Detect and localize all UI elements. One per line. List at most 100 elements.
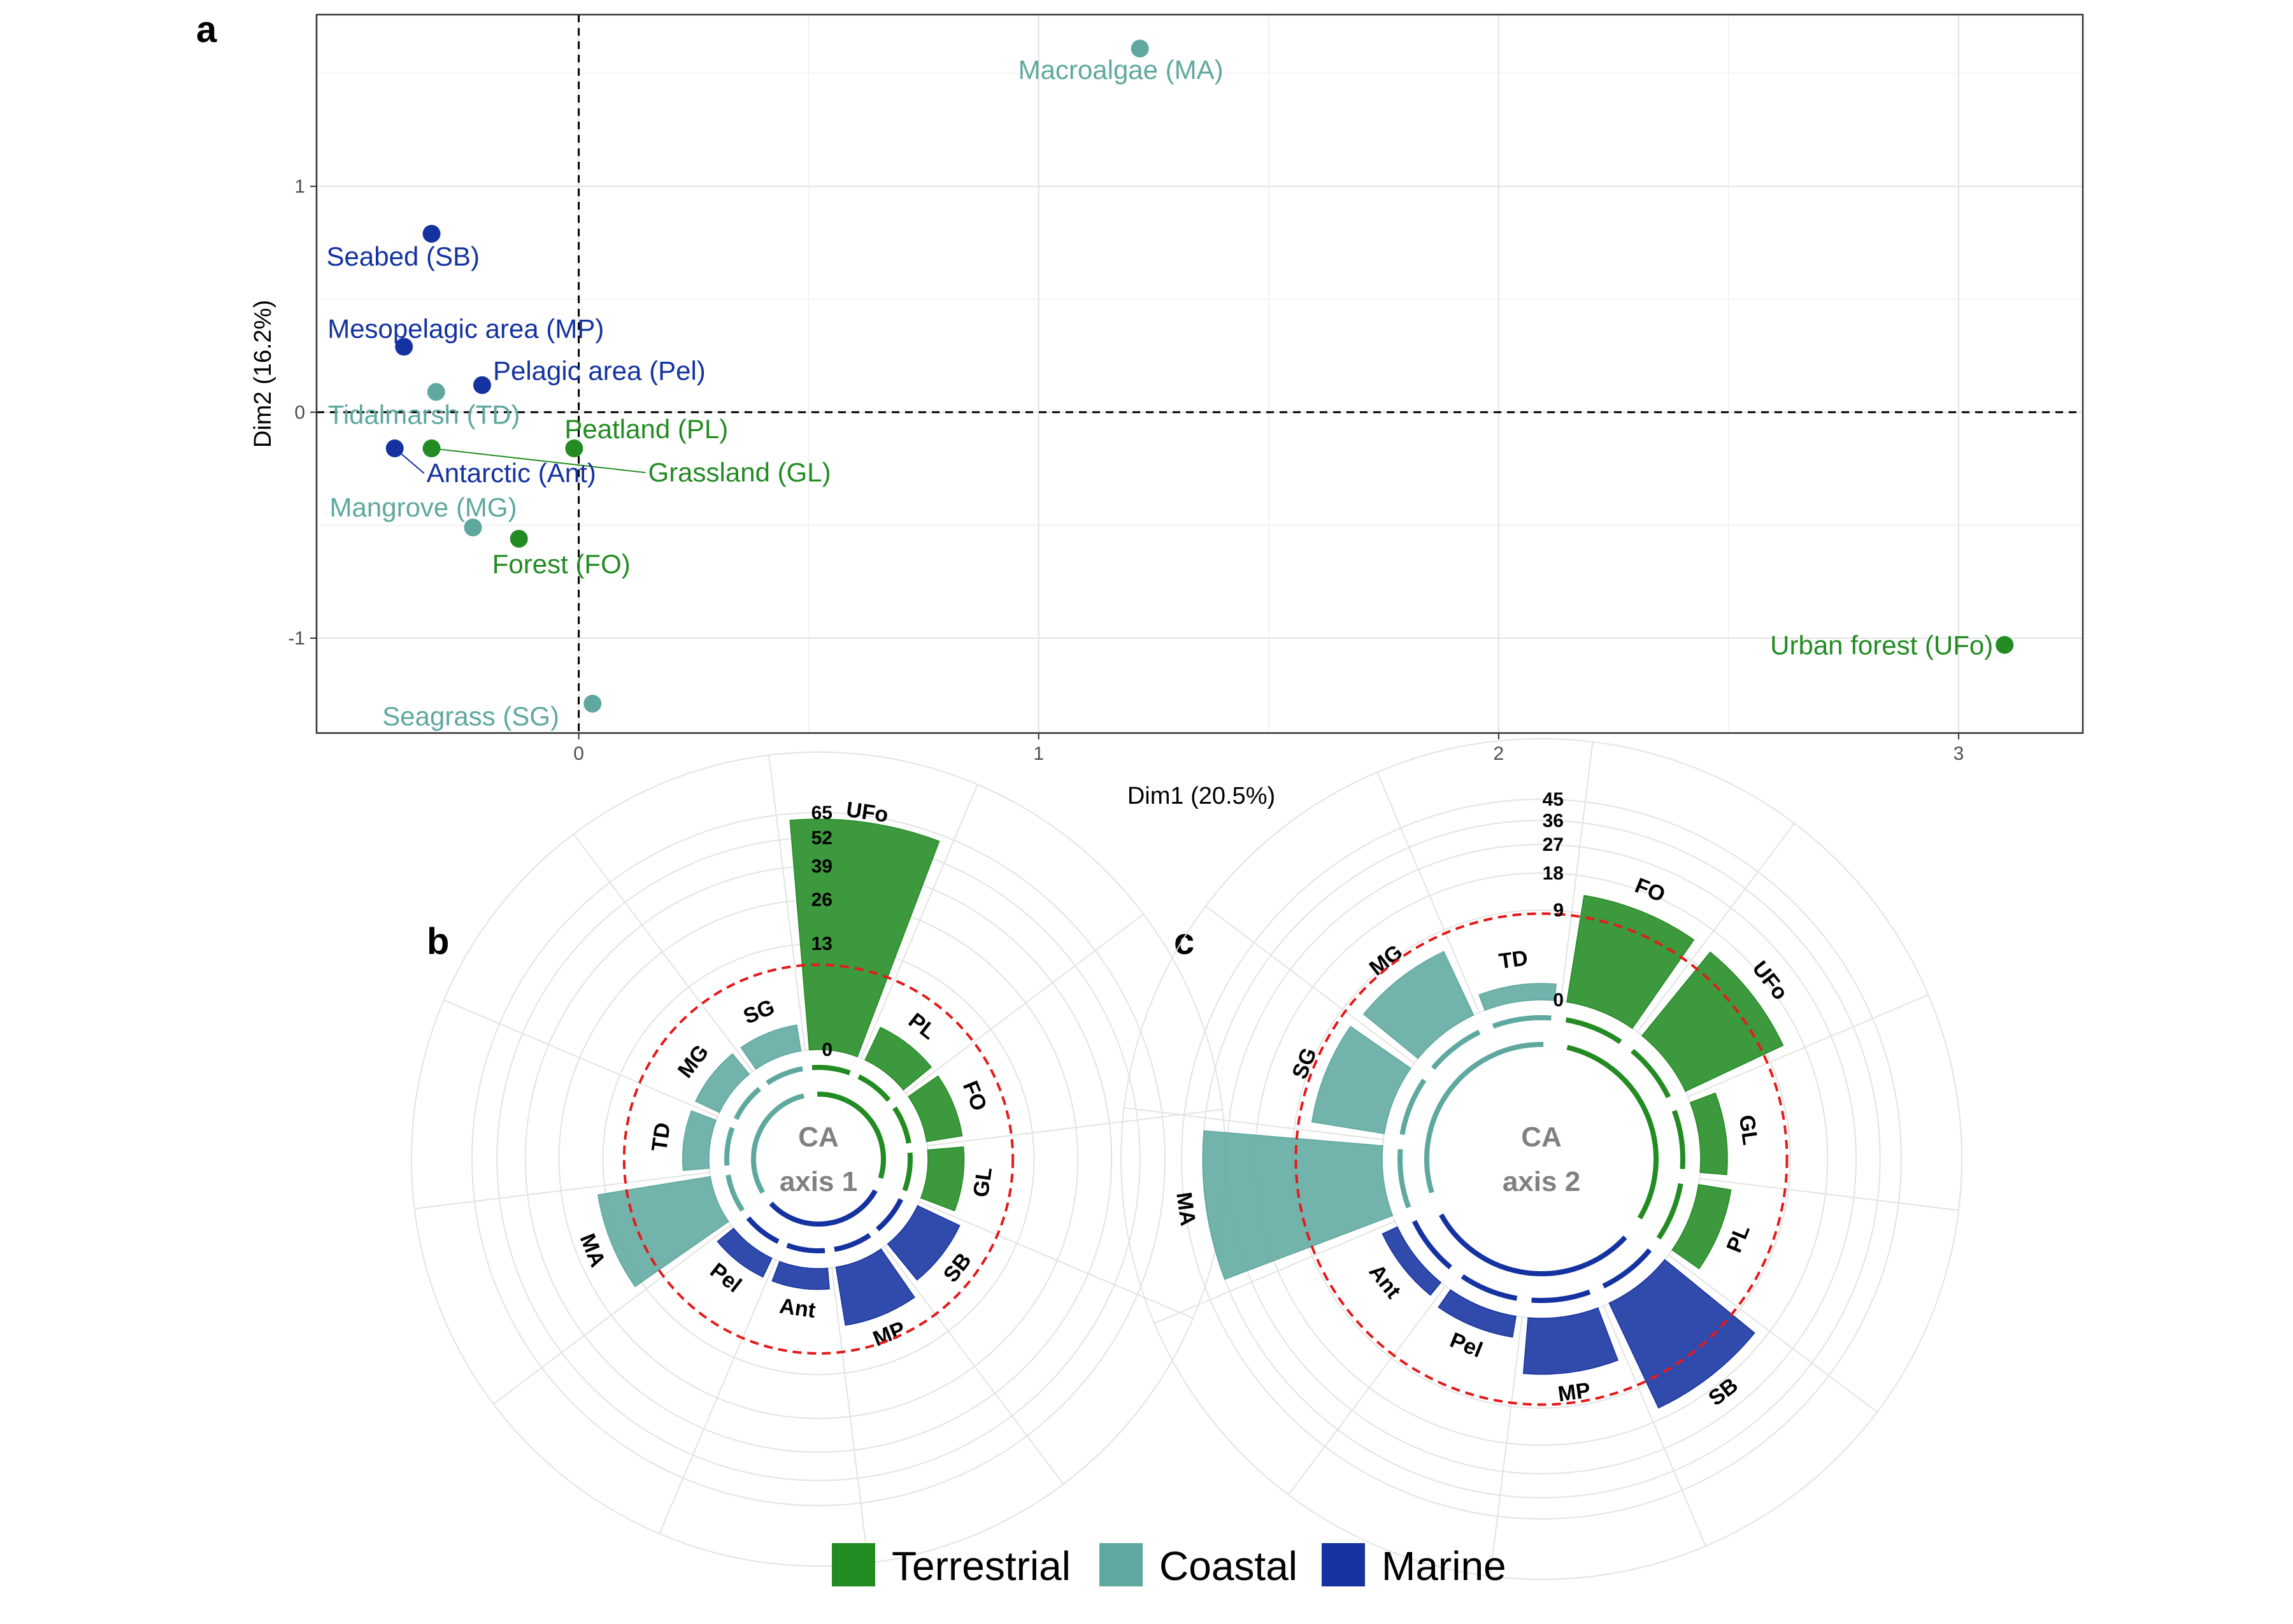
plot-border xyxy=(315,13,2084,734)
point-seagrass-sg xyxy=(583,694,602,713)
point-label-peatland-pl: Peatland (PL) xyxy=(564,414,728,444)
legend-swatch-coastal xyxy=(1099,1543,1143,1586)
category-label-ma: MA xyxy=(1171,1191,1200,1228)
point-label-seabed-sb: Seabed (SB) xyxy=(327,241,480,271)
data-points xyxy=(385,39,2014,713)
point-urban-forest-ufo xyxy=(1996,636,2014,654)
point-peatland-pl xyxy=(565,439,583,458)
category-label-mp: MP xyxy=(869,1317,909,1351)
group-arc-coastal xyxy=(1399,1078,1427,1136)
bar-ufo xyxy=(1641,951,1784,1092)
leader-line-grassland-gl xyxy=(431,448,646,474)
radial-tick-label: 39 xyxy=(811,856,832,877)
bar-mg xyxy=(1362,951,1475,1060)
group-arc-coastal xyxy=(1492,1015,1552,1029)
radial-tick-label: 52 xyxy=(811,827,832,848)
bar-ma xyxy=(597,1176,729,1288)
radial-tick-label: 65 xyxy=(811,802,832,823)
point-mangrove-mg xyxy=(464,518,482,537)
category-label-sg: SG xyxy=(740,995,778,1029)
center-title-c-line1: CA xyxy=(1521,1122,1562,1153)
bar-gl xyxy=(1689,1092,1728,1176)
reference-lines xyxy=(317,15,2083,733)
category-label-gl: GL xyxy=(1734,1113,1762,1146)
radial-spoke xyxy=(905,913,1144,1094)
y-tick-label: 1 xyxy=(294,176,305,197)
radial-spoke xyxy=(1603,1305,1706,1546)
bar-mp xyxy=(1522,1307,1618,1375)
point-label-antarctic-ant: Antarctic (Ant) xyxy=(427,458,596,488)
point-label-macroalgae-ma: Macroalgae (MA) xyxy=(1018,55,1224,85)
y-axis-title: Dim2 (16.2%) xyxy=(250,300,276,448)
group-arc-coastal xyxy=(766,1066,803,1085)
radial-tick-label: 36 xyxy=(1543,810,1564,831)
radial-spoke xyxy=(1205,906,1415,1064)
radial-gridline xyxy=(708,1049,929,1269)
bar-fo xyxy=(908,1075,963,1143)
group-span-arc-marine xyxy=(769,1189,878,1227)
category-label-mg: MG xyxy=(1365,940,1408,981)
category-label-fo: FO xyxy=(1632,873,1669,907)
radial-spoke xyxy=(1288,1286,1447,1495)
category-label-pel: Pel xyxy=(706,1258,746,1297)
category-label-mg: MG xyxy=(673,1040,714,1083)
group-arc-marine xyxy=(834,1233,871,1252)
point-label-forest-fo: Forest (FO) xyxy=(492,549,631,579)
radial-gridline xyxy=(471,812,1166,1506)
radial-tick-label: 45 xyxy=(1543,789,1564,810)
group-arc-coastal xyxy=(1397,1149,1411,1209)
bar-mg xyxy=(695,1053,750,1113)
radial-spoke xyxy=(1699,1178,1959,1211)
point-label-tidalmarsh-td: Tidalmarsh (TD) xyxy=(328,399,520,429)
plot-background xyxy=(317,15,2083,733)
category-label-fo: FO xyxy=(958,1078,992,1115)
point-label-pelagic-area-pel: Pelagic area (Pel) xyxy=(493,356,706,386)
radial-spoke xyxy=(443,999,718,1117)
center-title-c-line2: axis 2 xyxy=(1503,1166,1580,1197)
point-antarctic-ant xyxy=(385,439,404,458)
radial-spoke xyxy=(659,1259,776,1534)
radial-spoke xyxy=(1154,1220,1396,1324)
group-arc-coastal xyxy=(725,1174,745,1212)
group-arc-marine xyxy=(746,1216,780,1244)
bar-mp xyxy=(835,1248,915,1326)
radial-spoke xyxy=(1560,741,1594,1001)
group-arc-terrestrial xyxy=(1565,1017,1622,1044)
radial-spoke xyxy=(861,784,978,1059)
legend-label-coastal: Coastal xyxy=(1159,1543,1297,1589)
group-span-arc-marine xyxy=(1439,1213,1627,1276)
legend: Terrestrial Coastal Marine xyxy=(832,1543,1506,1589)
group-arc-coastal xyxy=(733,1086,762,1120)
center-title-b-line1: CA xyxy=(798,1122,839,1153)
point-tidalmarsh-td xyxy=(427,383,445,401)
point-labels: Macroalgae (MA) Seabed (SB) Mesopelagic ar… xyxy=(327,55,1994,731)
group-arc-coastal xyxy=(724,1127,735,1166)
radial-spoke xyxy=(493,1224,732,1405)
x-tick-label: 3 xyxy=(1954,743,1964,764)
group-span-arc-terrestrial xyxy=(817,1092,886,1179)
group-arc-terrestrial xyxy=(1656,1183,1683,1240)
point-label-mangrove-mg: Mangrove (MG) xyxy=(330,492,517,522)
y-tick-label: -1 xyxy=(288,628,305,649)
center-title-b-line2: axis 1 xyxy=(780,1166,857,1197)
radial-gridline xyxy=(1181,799,1902,1520)
bar-ant xyxy=(1382,1226,1442,1296)
point-label-seagrass-sg: Seagrass (SG) xyxy=(382,701,559,731)
legend-swatch-terrestrial xyxy=(832,1543,875,1586)
radial-spoke xyxy=(1636,823,1795,1032)
radial-tick-label: 0 xyxy=(822,1039,832,1060)
group-arc-marine xyxy=(875,1198,904,1232)
category-label-pl: PL xyxy=(904,1008,941,1044)
x-tick-label: 0 xyxy=(573,743,584,764)
radial-spoke xyxy=(927,1109,1223,1147)
bar-td xyxy=(1478,983,1557,1011)
point-mesopelagic-area-mp xyxy=(395,338,413,356)
legend-label-marine: Marine xyxy=(1382,1543,1506,1589)
bar-sg xyxy=(1311,1025,1411,1134)
group-arc-terrestrial xyxy=(902,1152,913,1192)
panel-a-letter: a xyxy=(196,9,217,50)
group-span-arc-coastal xyxy=(1424,1042,1544,1193)
radial-spoke xyxy=(414,1171,710,1209)
group-arc-terrestrial xyxy=(1671,1109,1685,1169)
